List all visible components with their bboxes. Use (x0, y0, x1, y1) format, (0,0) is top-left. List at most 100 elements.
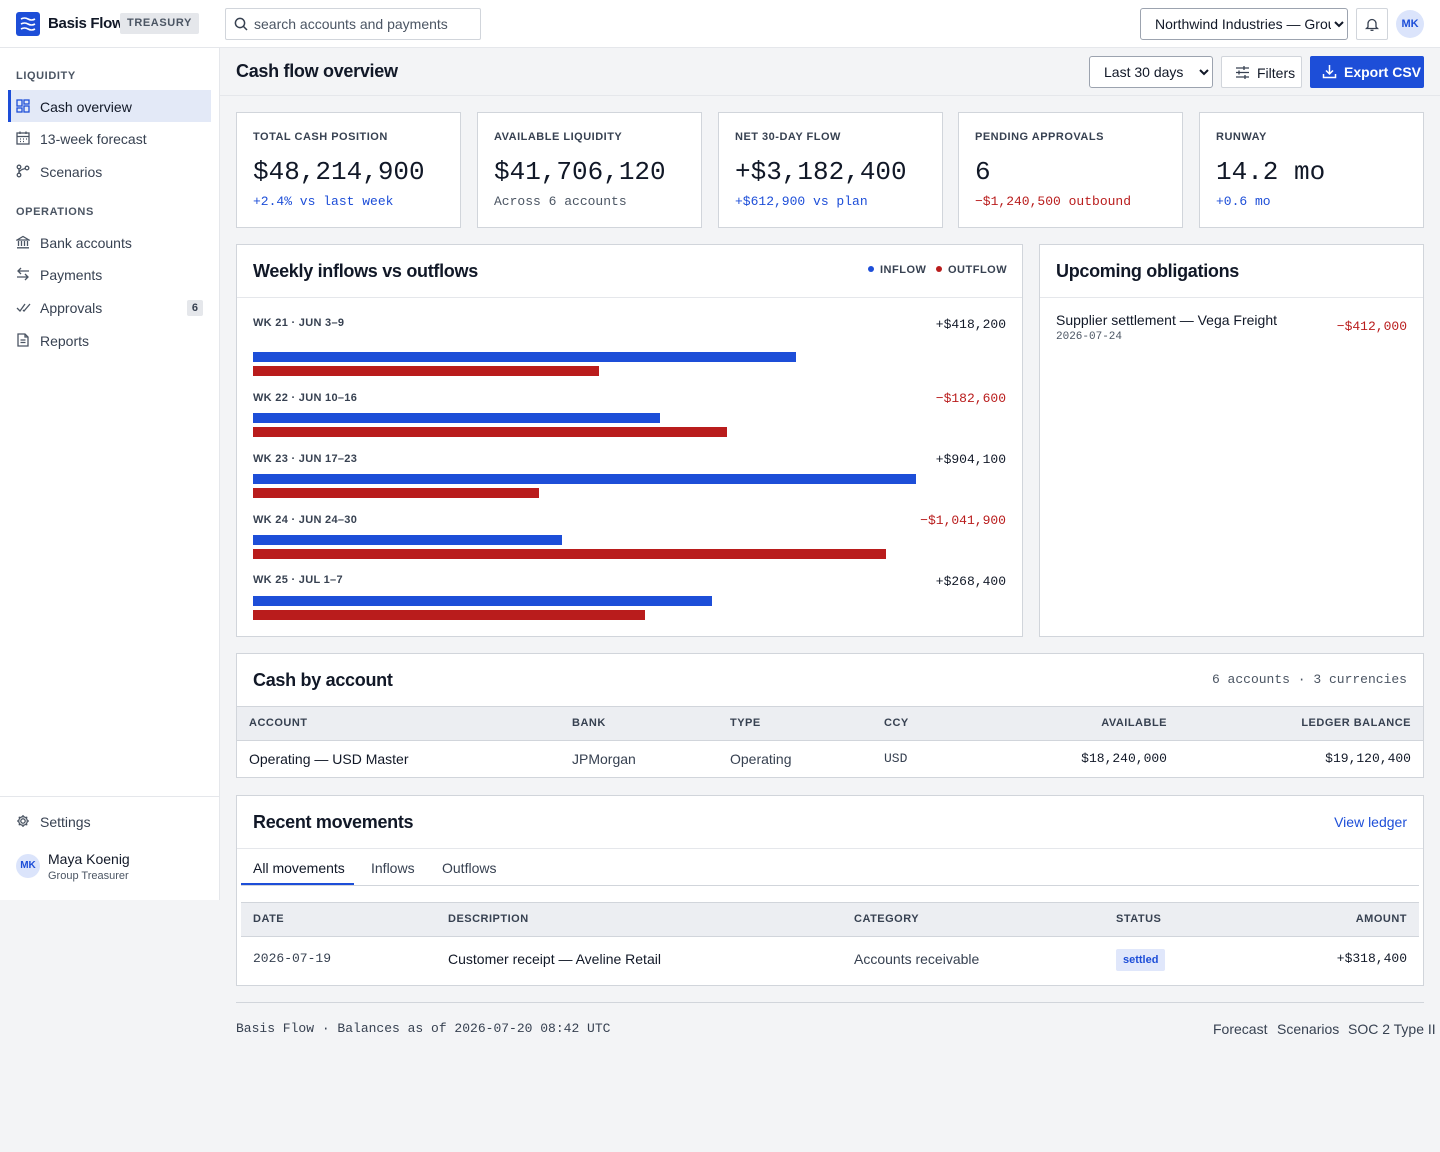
account-bank: JPMorgan (572, 751, 636, 767)
panel-title: Cash by account (253, 670, 393, 690)
user-role: Group Treasurer (48, 870, 129, 882)
column-header: STATUS (1116, 913, 1162, 925)
obligation-date: 2026-07-24 (1056, 331, 1123, 343)
column-header: AVAILABLE (1101, 717, 1167, 729)
movement-date: 2026-07-19 (253, 951, 332, 966)
search-icon (234, 17, 248, 31)
account-type: Operating (730, 751, 792, 767)
panel-title: Recent movements (253, 812, 414, 832)
org-select[interactable]: Northwind Industries — Group (1140, 8, 1348, 40)
kpi-card-total-cash: TOTAL CASH POSITION $48,214,900 +2.4% vs… (236, 112, 461, 228)
legend-outflow: OUTFLOW (936, 264, 1007, 276)
column-header: BANK (572, 717, 606, 729)
inflow-bar (253, 413, 660, 423)
approvals-count-badge: 6 (186, 300, 203, 316)
sidebar-item-bank-accounts[interactable]: Bank accounts (8, 226, 211, 258)
sidebar-item-label: Approvals (40, 300, 103, 316)
bell-icon (1365, 18, 1379, 31)
filters-label: Filters (1257, 65, 1296, 81)
column-header: DESCRIPTION (448, 913, 529, 925)
check-icon (16, 303, 31, 313)
footer-link-soc2[interactable]: SOC 2 Type II (1348, 1021, 1436, 1037)
sidebar: LIQUIDITY Cash overview 13-week forecast… (0, 48, 220, 900)
sidebar-item-payments[interactable]: Payments (8, 258, 211, 290)
sidebar-item-approvals[interactable]: Approvals 6 (8, 291, 211, 323)
sidebar-item-scenarios[interactable]: Scenarios (8, 155, 211, 187)
export-label: Export CSV (1344, 64, 1422, 80)
column-header: AMOUNT (1355, 913, 1407, 925)
week-label: WK 23 · JUN 17–23 (253, 453, 358, 465)
sidebar-item-label: Bank accounts (40, 235, 132, 251)
kpi-label: PENDING APPROVALS (975, 131, 1104, 143)
panel-title: Weekly inflows vs outflows (253, 261, 478, 281)
tab-inflows[interactable]: Inflows (371, 860, 415, 876)
sidebar-item-cash-overview[interactable]: Cash overview (8, 90, 211, 122)
kpi-value: $41,706,120 (494, 157, 666, 187)
table-header: ACCOUNT BANK TYPE CCY AVAILABLE LEDGER B… (237, 706, 1423, 741)
sidebar-item-label: Payments (40, 267, 103, 283)
legend-dot-outflow (936, 266, 942, 272)
movement-category: Accounts receivable (854, 951, 980, 967)
page-title: Cash flow overview (236, 61, 398, 81)
inflow-bar (253, 596, 712, 606)
footer-link-forecast[interactable]: Forecast (1213, 1021, 1268, 1037)
kpi-card-runway: RUNWAY 14.2 mo +0.6 mo (1199, 112, 1424, 228)
sidebar-section-liquidity: LIQUIDITY (16, 70, 76, 82)
sidebar-item-label: Cash overview (40, 99, 132, 115)
outflow-bar (253, 610, 645, 620)
footer-divider (236, 1002, 1424, 1003)
app-badge: TREASURY (120, 13, 199, 34)
kpi-value: +$3,182,400 (735, 157, 907, 187)
filters-button[interactable]: Filters (1221, 56, 1302, 88)
top-bar: Basis Flow TREASURY Northwind Industries… (0, 0, 1440, 48)
tab-outflows[interactable]: Outflows (442, 860, 497, 876)
outflow-bar (253, 427, 727, 437)
gear-icon (17, 815, 29, 827)
search-input[interactable] (254, 9, 474, 39)
kpi-label: TOTAL CASH POSITION (253, 131, 388, 143)
sidebar-item-label: Settings (40, 814, 91, 830)
inflow-bar (253, 474, 916, 484)
column-header: TYPE (730, 717, 761, 729)
notifications-button[interactable] (1356, 8, 1388, 40)
view-ledger-link[interactable]: View ledger (1334, 814, 1407, 830)
kpi-delta: +$612,900 vs plan (735, 194, 868, 209)
kpi-delta: −$1,240,500 outbound (975, 194, 1132, 209)
app-name: Basis Flow (48, 15, 124, 32)
transfer-icon (17, 267, 29, 281)
status-badge: settled (1116, 949, 1166, 971)
obligation-description: Supplier settlement — Vega Freight (1056, 312, 1278, 328)
panel-divider (237, 848, 1423, 849)
sidebar-item-label: Reports (40, 333, 90, 349)
sidebar-item-reports[interactable]: Reports (8, 324, 211, 356)
kpi-label: AVAILABLE LIQUIDITY (494, 131, 623, 143)
account-available: $18,240,000 (1081, 751, 1167, 766)
download-icon (1322, 65, 1337, 79)
legend-label: OUTFLOW (948, 264, 1008, 276)
user-avatar-top[interactable]: MK (1396, 10, 1424, 38)
movement-description: Customer receipt — Aveline Retail (448, 951, 661, 967)
bank-icon (16, 235, 30, 249)
column-header: CATEGORY (854, 913, 920, 925)
sidebar-item-settings[interactable]: Settings (8, 805, 211, 837)
search-box[interactable] (225, 8, 481, 40)
tab-all-movements[interactable]: All movements (253, 860, 345, 876)
column-header: ACCOUNT (249, 717, 308, 729)
legend-dot-inflow (868, 266, 874, 272)
week-label: WK 24 · JUN 24–30 (253, 514, 358, 526)
footer-link-scenarios[interactable]: Scenarios (1277, 1021, 1340, 1037)
date-range-select[interactable]: Last 30 days (1089, 56, 1213, 88)
avatar[interactable]: MK (16, 854, 40, 878)
branch-icon (16, 164, 30, 178)
weekly-flows-panel: Weekly inflows vs outflows INFLOW OUTFLO… (236, 244, 1023, 637)
panel-divider (237, 297, 1022, 298)
calendar-icon (16, 131, 30, 145)
dashboard-icon (16, 99, 30, 113)
inflow-bar (253, 352, 796, 362)
legend-inflow: INFLOW (868, 264, 926, 276)
week-label: WK 22 · JUN 10–16 (253, 392, 358, 404)
sidebar-item-forecast[interactable]: 13-week forecast (8, 122, 211, 154)
week-net: +$418,200 (935, 317, 1006, 332)
export-csv-button[interactable]: Export CSV (1310, 56, 1424, 88)
sidebar-item-label: 13-week forecast (40, 131, 147, 147)
